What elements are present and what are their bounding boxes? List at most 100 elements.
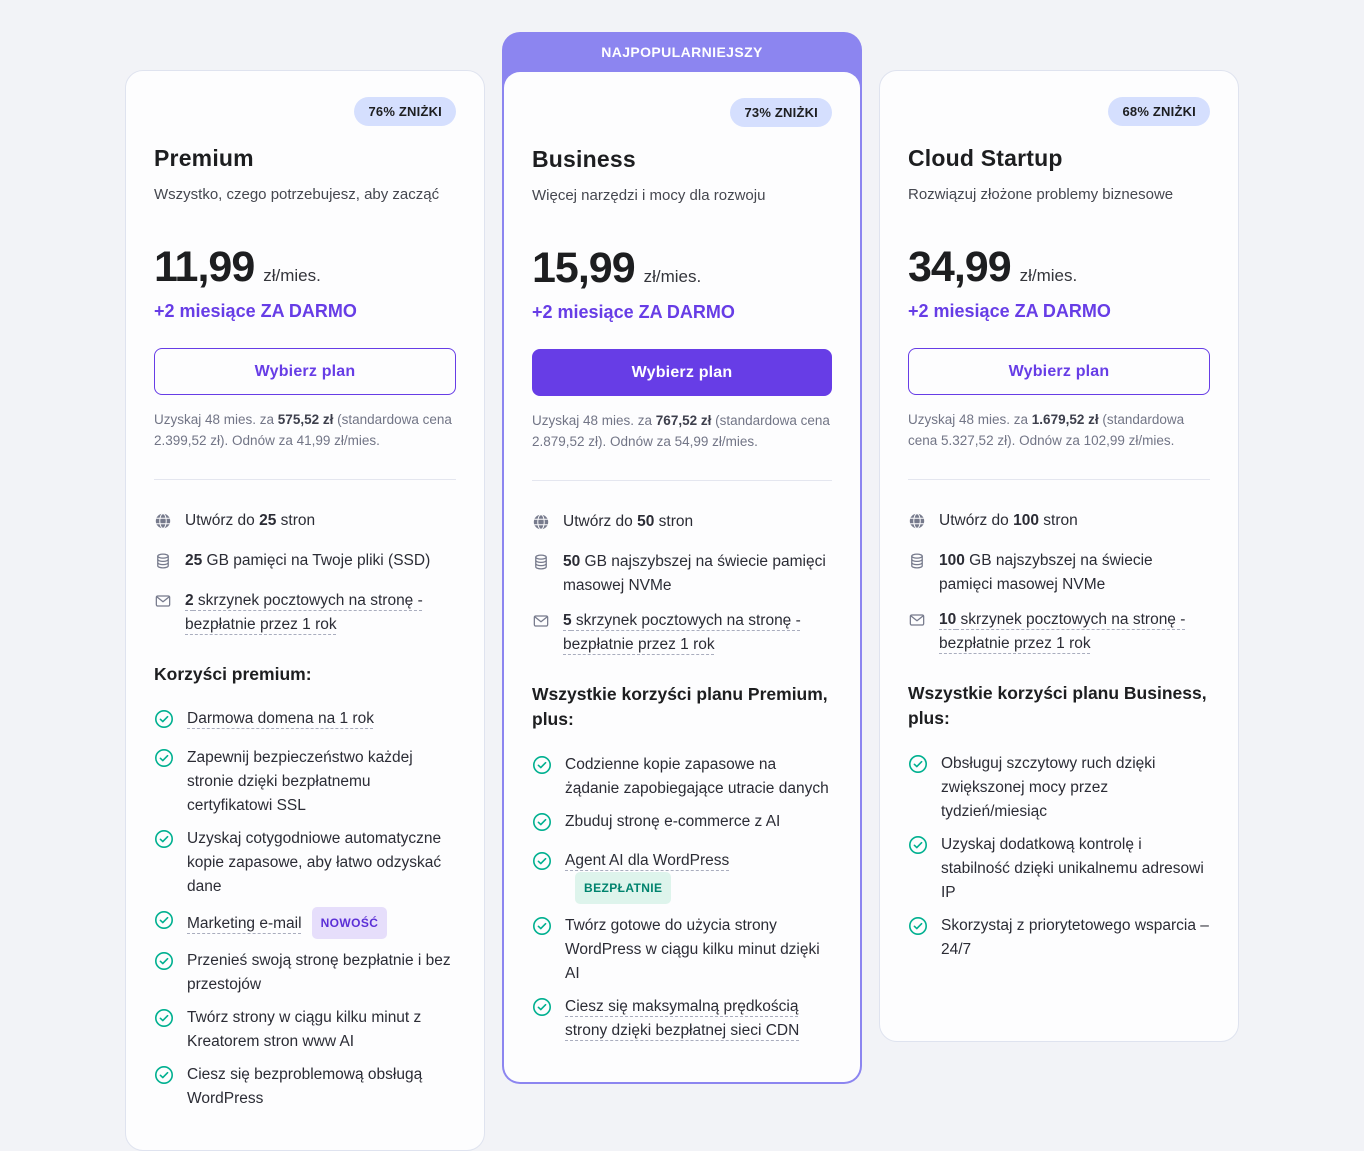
benefit-label: Zapewnij bezpieczeństwo każdej stronie d… [187, 749, 413, 815]
feature-item: Utwórz do 100 stron [908, 509, 1210, 538]
feature-item: 10 skrzynek pocztowych na stronę - bezpł… [908, 608, 1210, 656]
benefit-item: Agent AI dla WordPress BEZPŁATNIE [532, 849, 832, 905]
price-row: 34,99 zł/mies. [908, 243, 1210, 292]
benefit-item: Przenieś swoją stronę bezpłatnie i bez p… [154, 949, 456, 997]
discount-badge-row: 73% ZNIŻKI [532, 98, 832, 127]
feature-text-segment: Utwórz do [939, 511, 1014, 529]
feature-text-segment: 25 [259, 511, 277, 529]
benefit-text: Przenieś swoją stronę bezpłatnie i bez p… [187, 949, 456, 997]
benefit-label: Zbuduj stronę e-commerce z AI [565, 812, 781, 830]
feature-item: 5 skrzynek pocztowych na stronę - bezpła… [532, 609, 832, 657]
most-popular-banner: NAJPOPULARNIEJSZY [601, 44, 763, 60]
fine-print-segment: Uzyskaj 48 mies. za [908, 412, 1032, 427]
fine-print-segment: (standardowa cena 5.327,52 zł). Odnów za… [908, 412, 1185, 448]
feature-text-segment: GB najszybszej na świecie pamięci masowe… [939, 551, 1153, 593]
feature-text-segment: 100 [939, 551, 965, 569]
check-icon [908, 916, 928, 962]
feature-item: 25 GB pamięci na Twoje pliki (SSD) [154, 549, 456, 578]
benefit-item: Darmowa domena na 1 rok [154, 707, 456, 737]
check-icon [532, 997, 552, 1043]
globe-icon [154, 512, 172, 538]
choose-plan-button[interactable]: Wybierz plan [908, 348, 1210, 395]
benefit-label: Przenieś swoją stronę bezpłatnie i bez p… [187, 952, 451, 994]
discount-badge: 68% ZNIŻKI [1108, 97, 1210, 126]
pricing-plans-section: 76% ZNIŻKI Premium Wszystko, czego potrzeb… [125, 32, 1239, 1151]
feature-text: 5 skrzynek pocztowych na stronę - bezpła… [563, 609, 832, 657]
plan-name: Business [532, 146, 636, 172]
choose-plan-button[interactable]: Wybierz plan [154, 348, 456, 395]
benefit-text: Ciesz się bezproblemową obsługą WordPres… [187, 1063, 456, 1111]
check-icon [154, 709, 174, 737]
feature-text-segment[interactable]: skrzynek pocztowych na stronę - bezpłatn… [563, 611, 801, 653]
benefit-text: Twórz gotowe do użycia strony WordPress … [565, 914, 832, 986]
feature-text: 10 skrzynek pocztowych na stronę - bezpł… [939, 608, 1210, 656]
check-icon [154, 829, 174, 899]
benefits-list: Obsługuj szczytowy ruch dzięki zwiększon… [908, 752, 1210, 962]
promo-free-months: +2 miesiące ZA DARMO [908, 301, 1111, 321]
benefit-text: Twórz strony w ciągu kilku minut z Kreat… [187, 1006, 456, 1054]
benefits-list: Darmowa domena na 1 rok Zapewnij bezpiecz… [154, 707, 456, 1111]
benefit-item: Zbuduj stronę e-commerce z AI [532, 810, 832, 840]
benefit-label[interactable]: Agent AI dla WordPress [565, 851, 730, 869]
benefits-heading: Wszystkie korzyści planu Premium, plus: [532, 683, 828, 730]
benefit-text: Uzyskaj cotygodniowe automatyczne kopie … [187, 827, 456, 899]
price-row: 11,99 zł/mies. [154, 243, 456, 292]
feature-item: Utwórz do 25 stron [154, 509, 456, 538]
feature-text-segment: stron [1038, 511, 1078, 529]
feature-text-segment: GB pamięci na Twoje pliki (SSD) [202, 551, 431, 569]
check-icon [532, 916, 552, 986]
globe-icon [908, 512, 926, 538]
feature-text-segment: 50 [563, 552, 581, 570]
price-fine-print: Uzyskaj 48 mies. za 1.679,52 zł (standar… [908, 410, 1210, 452]
mail-icon [908, 611, 926, 656]
fine-print-segment: (standardowa cena 2.879,52 zł). Odnów za… [532, 413, 830, 449]
benefit-text: Ciesz się maksymalną prędkością strony d… [565, 995, 832, 1043]
benefit-label: Twórz strony w ciągu kilku minut z Kreat… [187, 1009, 422, 1051]
features-list: Utwórz do 100 stron 100 GB najszybszej na… [908, 509, 1210, 656]
check-icon [154, 951, 174, 997]
price-amount: 34,99 [908, 243, 1012, 291]
feature-text: 50 GB najszybszej na świecie pamięci mas… [563, 550, 832, 598]
feature-text-segment[interactable]: 2 [185, 591, 194, 609]
feature-item: Utwórz do 50 stron [532, 510, 832, 539]
benefit-text: Darmowa domena na 1 rok [187, 707, 374, 737]
promo-free-months: +2 miesiące ZA DARMO [532, 302, 735, 322]
benefit-label[interactable]: Marketing e-mail [187, 915, 302, 933]
benefit-label: Ciesz się bezproblemową obsługą WordPres… [187, 1066, 423, 1108]
discount-badge-row: 76% ZNIŻKI [154, 97, 456, 126]
feature-text-segment: GB najszybszej na świecie pamięci masowe… [563, 552, 826, 594]
storage-icon [532, 553, 550, 598]
benefits-heading: Wszystkie korzyści planu Business, plus: [908, 682, 1207, 729]
discount-badge: 73% ZNIŻKI [730, 98, 832, 127]
feature-text: 25 GB pamięci na Twoje pliki (SSD) [185, 549, 430, 578]
discount-badge-row: 68% ZNIŻKI [908, 97, 1210, 126]
feature-text: Utwórz do 25 stron [185, 509, 315, 538]
benefit-badge: BEZPŁATNIE [575, 871, 672, 904]
benefit-item: Uzyskaj cotygodniowe automatyczne kopie … [154, 827, 456, 899]
feature-text: Utwórz do 50 stron [563, 510, 693, 539]
benefit-item: Zapewnij bezpieczeństwo każdej stronie d… [154, 746, 456, 818]
check-icon [908, 754, 928, 824]
feature-text-segment[interactable]: 10 [939, 610, 957, 628]
check-icon [532, 755, 552, 801]
feature-text-segment[interactable]: 5 [563, 611, 572, 629]
benefit-item: Ciesz się bezproblemową obsługą WordPres… [154, 1063, 456, 1111]
feature-text-segment[interactable]: skrzynek pocztowych na stronę - bezpłatn… [939, 610, 1186, 652]
benefit-label[interactable]: Darmowa domena na 1 rok [187, 710, 374, 728]
benefit-label[interactable]: Ciesz się maksymalną prędkością strony d… [565, 997, 800, 1039]
feature-text-segment: 100 [1013, 511, 1039, 529]
benefit-label: Uzyskaj cotygodniowe automatyczne kopie … [187, 830, 442, 896]
feature-text-segment[interactable]: skrzynek pocztowych na stronę - bezpłatn… [185, 591, 423, 633]
benefit-text: Marketing e-mail NOWOŚĆ [187, 907, 388, 940]
benefit-text: Skorzystaj z priorytetowego wsparcia – 2… [941, 914, 1210, 962]
price-amount: 11,99 [154, 243, 255, 291]
plan-card-business: NAJPOPULARNIEJSZY 73% ZNIŻKI Business Więce… [502, 32, 862, 1084]
mail-icon [154, 592, 172, 637]
check-icon [908, 835, 928, 905]
choose-plan-button[interactable]: Wybierz plan [532, 349, 832, 396]
feature-text-segment: 50 [637, 512, 655, 530]
mail-icon [532, 612, 550, 657]
benefit-item: Ciesz się maksymalną prędkością strony d… [532, 995, 832, 1043]
benefit-label: Obsługuj szczytowy ruch dzięki zwiększon… [941, 754, 1156, 820]
price-unit: zł/mies. [263, 266, 321, 285]
